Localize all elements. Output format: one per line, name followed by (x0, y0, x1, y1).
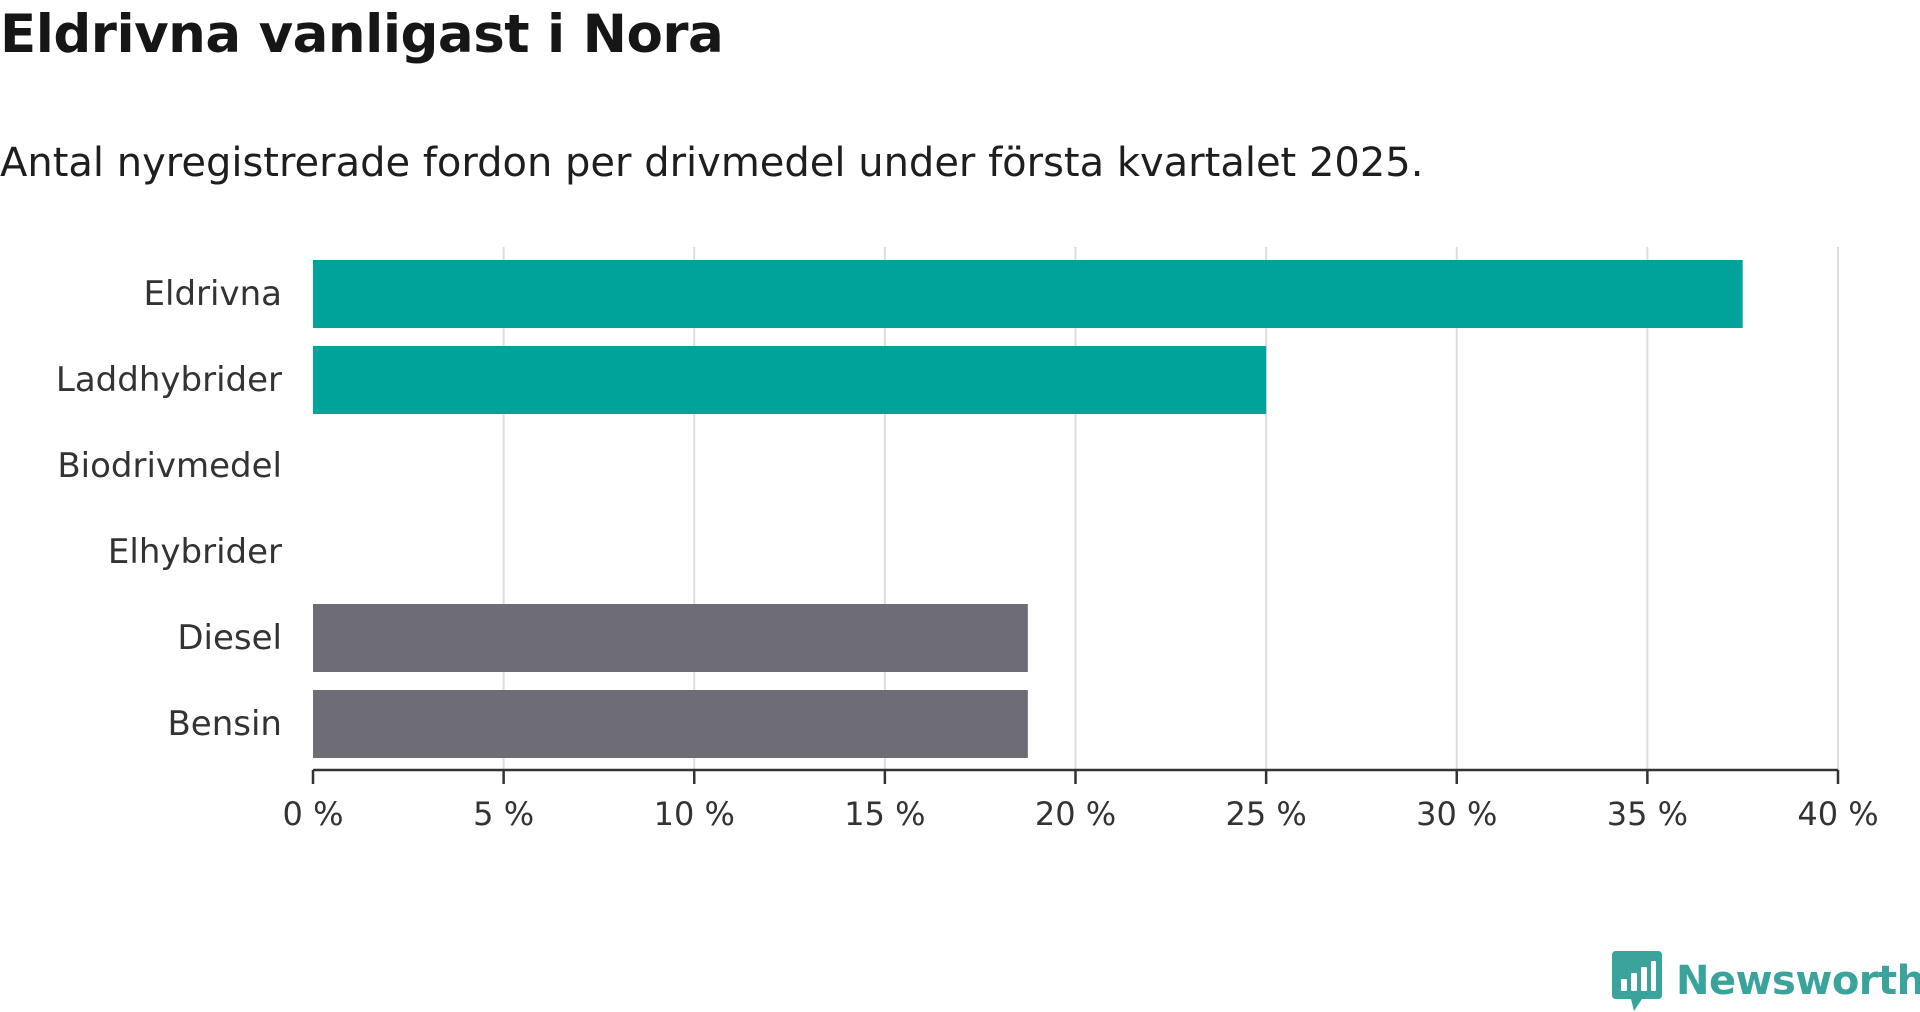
category-label: Diesel (177, 618, 282, 658)
chart-title: Eldrivna vanligast i Nora (0, 4, 724, 65)
x-axis: 0 % 5 % 10 % 15 % 20 % 25 % 30 % 35 % 40 % (283, 768, 1879, 833)
brand-logo: Newsworthy (1612, 950, 1920, 1012)
category-labels: Eldrivna Laddhybrider Biodrivmedel Elhybrid… (56, 274, 282, 744)
x-tick-label: 30 % (1416, 795, 1497, 833)
x-tick-label: 15 % (844, 795, 925, 833)
x-tick-label: 0 % (283, 795, 344, 833)
bar-eldrivna (313, 260, 1743, 328)
x-tick-label: 25 % (1225, 795, 1306, 833)
x-tick-label: 20 % (1035, 795, 1116, 833)
x-tick-label: 40 % (1797, 795, 1878, 833)
bar-laddhybrider (313, 346, 1267, 414)
bar-diesel (313, 604, 1028, 672)
category-label: Elhybrider (108, 532, 282, 572)
x-tick-label: 35 % (1607, 795, 1688, 833)
category-label: Eldrivna (144, 274, 282, 314)
chart-subtitle: Antal nyregistrerade fordon per drivmede… (0, 140, 1424, 186)
bars (313, 260, 1743, 758)
bar-chart: 0 % 5 % 10 % 15 % 20 % 25 % 30 % 35 % 40 % Eldri… (56, 247, 1879, 833)
gridlines (502, 247, 1839, 770)
category-label: Biodrivmedel (57, 446, 282, 486)
newsworthy-logo-icon (1612, 951, 1662, 1011)
brand-name: Newsworthy (1676, 958, 1920, 1004)
x-tick-label: 10 % (654, 795, 735, 833)
bar-bensin (313, 690, 1028, 758)
x-tick-label: 5 % (473, 795, 534, 833)
category-label: Bensin (167, 704, 282, 744)
category-label: Laddhybrider (56, 360, 282, 400)
